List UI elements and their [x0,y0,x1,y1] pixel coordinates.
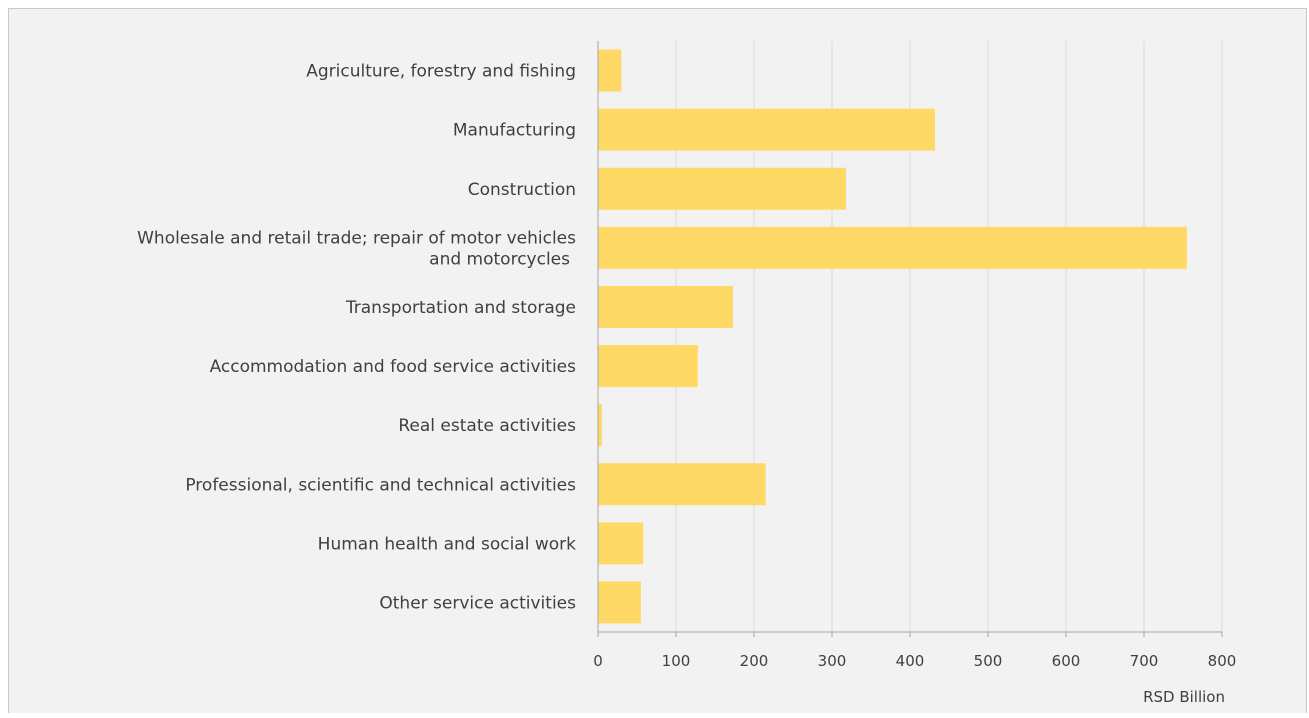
category-label: Transportation and storage [345,298,576,318]
bar [598,522,644,565]
x-tick-labels: 0 100 200 300 400 500 600 700 800 [593,652,1236,670]
x-tick-label: 500 [974,652,1003,670]
x-tick-label: 100 [662,652,691,670]
category-label: Manufacturing [453,121,576,141]
x-axis-label: RSD Billion [1143,688,1225,706]
bar [598,167,847,210]
bar-chart: Agriculture, forestry and fishing Manufac… [137,41,1236,706]
x-tick-label: 700 [1130,652,1159,670]
x-tick-label: 200 [740,652,769,670]
x-tick-label: 0 [593,652,603,670]
bar [598,463,766,506]
category-label: Construction [468,180,576,200]
category-labels: Agriculture, forestry and fishing Manufac… [137,62,576,614]
category-label: Other service activities [379,593,576,613]
category-label: Human health and social work [318,534,576,554]
x-tick-label: 300 [818,652,847,670]
x-tick-label: 800 [1208,652,1237,670]
x-tick-label: 600 [1052,652,1081,670]
category-label: Agriculture, forestry and fishing [306,62,576,82]
bar [598,581,641,624]
bar [598,404,602,447]
x-tick-label: 400 [896,652,925,670]
category-label: Professional, scientific and technical a… [185,475,576,495]
category-label: Accommodation and food service activitie… [210,357,577,377]
bar [598,108,935,151]
bar [598,49,622,92]
category-label: Wholesale and retail trade; repair of mo… [137,228,576,269]
bar [598,226,1187,269]
bar [598,285,733,328]
axes [597,41,1223,637]
chart-frame: Agriculture, forestry and fishing Manufac… [8,8,1307,713]
category-label: Real estate activities [398,416,576,436]
bar [598,345,698,388]
bars [598,49,1187,624]
